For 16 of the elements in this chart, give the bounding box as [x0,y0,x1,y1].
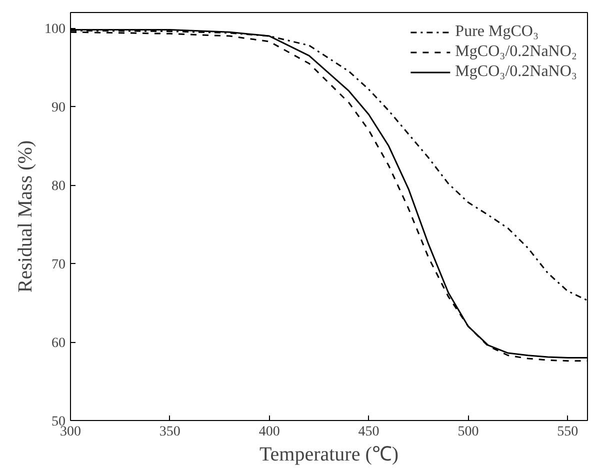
y-tick-label: 70 [52,258,66,273]
y-tick-label: 100 [44,22,66,38]
x-tick-label: 500 [458,424,479,440]
x-tick-label: 550 [557,424,578,440]
x-tick-label: 450 [358,424,380,440]
legend-label: Pure MgCO₃ [455,23,539,41]
y-tick-label: 60 [52,336,66,352]
x-tick-label: 350 [159,424,180,440]
y-tick-label: 80 [52,179,66,194]
x-tick-label: 400 [258,424,280,440]
legend-label: MgCO₃/0.2NaNO₂ [455,43,577,61]
x-tick-label: 300 [60,424,81,440]
y-axis-title: Residual Mass (%) [14,140,36,293]
y-tick-label: 90 [52,100,66,116]
x-axis-title: Temperature (℃) [259,444,399,466]
legend-label: MgCO₃/0.2NaNO₃ [455,63,577,81]
